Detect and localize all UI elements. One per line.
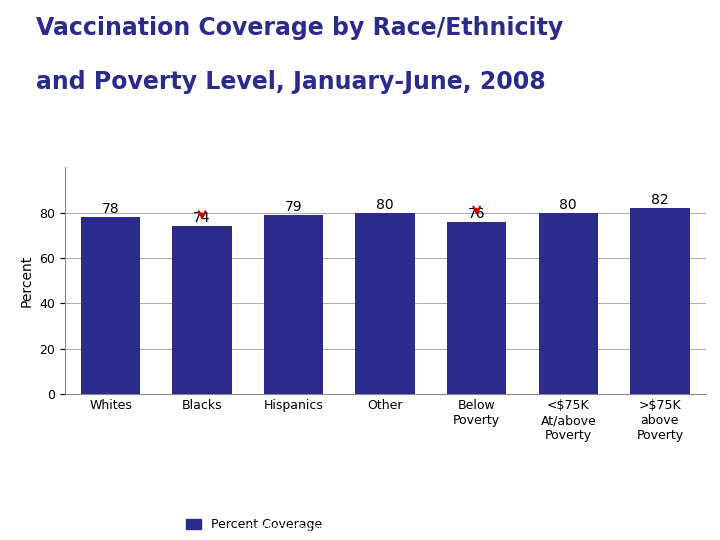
Y-axis label: Percent: Percent xyxy=(19,255,34,307)
Bar xyxy=(539,213,598,394)
Bar xyxy=(81,217,140,394)
Text: DEPARTMENT OF HEALTH AND HUMAN SERVICES: DEPARTMENT OF HEALTH AND HUMAN SERVICES xyxy=(218,509,502,519)
Text: CENTERS FOR DISEASE CONTROL AND PREVENTION: CENTERS FOR DISEASE CONTROL AND PREVENTI… xyxy=(243,525,477,535)
Text: 74: 74 xyxy=(194,211,211,225)
Bar xyxy=(172,226,232,394)
Text: 76: 76 xyxy=(468,207,485,221)
Text: and Poverty Level, January-June, 2008: and Poverty Level, January-June, 2008 xyxy=(36,70,546,94)
Text: 78: 78 xyxy=(102,202,120,216)
Text: Vaccination Coverage by Race/Ethnicity: Vaccination Coverage by Race/Ethnicity xyxy=(36,16,563,40)
Text: 80: 80 xyxy=(377,198,394,212)
Text: 80: 80 xyxy=(559,198,577,212)
Bar xyxy=(447,222,506,394)
Bar xyxy=(264,215,323,394)
Text: 82: 82 xyxy=(651,193,669,207)
Bar xyxy=(356,213,415,394)
Legend: Percent Coverage: Percent Coverage xyxy=(186,518,323,531)
Bar xyxy=(630,208,690,394)
Text: 79: 79 xyxy=(285,200,302,214)
